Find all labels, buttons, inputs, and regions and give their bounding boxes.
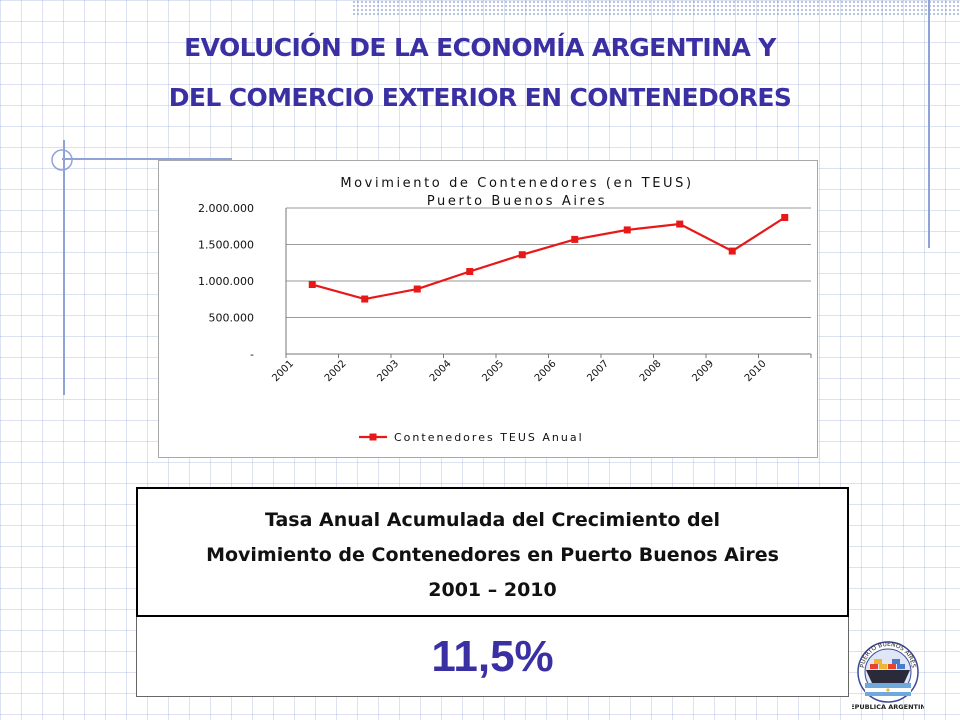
x-tick-label: 2004 bbox=[428, 358, 454, 384]
puerto-buenos-aires-logo: PUERTO BUENOS AIRES REPUBLICA ARGENTINA bbox=[852, 641, 924, 711]
series-line bbox=[311, 216, 786, 301]
y-tick-label: 2.000.000 bbox=[198, 202, 254, 215]
legend-label: Contenedores TEUS Anual bbox=[394, 431, 584, 444]
data-point bbox=[466, 268, 474, 276]
data-point bbox=[518, 251, 526, 259]
chart-container: Movimiento de Contenedores (en TEUS) Pue… bbox=[158, 160, 818, 458]
y-tick-label: 1.500.000 bbox=[198, 239, 254, 252]
growth-rate-value-box: 11,5% bbox=[136, 617, 849, 697]
decorative-circle bbox=[51, 149, 73, 171]
legend-marker bbox=[369, 433, 377, 441]
chart-title-line-1: Movimiento de Contenedores (en TEUS) bbox=[340, 176, 693, 191]
slide-title-line-1: EVOLUCIÓN DE LA ECONOMÍA ARGENTINA Y bbox=[184, 33, 776, 62]
data-point bbox=[361, 295, 369, 303]
x-tick-label: 2002 bbox=[323, 358, 349, 384]
decorative-horizontal-line bbox=[62, 158, 232, 160]
chart-title-line-2: Puerto Buenos Aires bbox=[427, 194, 607, 209]
data-point bbox=[571, 235, 579, 243]
decorative-right-line bbox=[928, 0, 930, 248]
growth-rate-title-line-2: Movimiento de Contenedores en Puerto Bue… bbox=[206, 544, 779, 566]
data-point bbox=[728, 247, 736, 255]
x-tick-label: 2006 bbox=[533, 358, 559, 384]
x-tick-label: 2001 bbox=[270, 358, 296, 384]
y-tick-label: 1.000.000 bbox=[198, 275, 254, 288]
growth-rate-period: 2001 – 2010 bbox=[428, 579, 557, 601]
x-tick-label: 2009 bbox=[690, 358, 716, 384]
y-tick-label: - bbox=[250, 348, 254, 361]
data-point bbox=[781, 213, 789, 221]
growth-rate-title-line-1: Tasa Anual Acumulada del Crecimiento del bbox=[264, 509, 721, 531]
x-tick-label: 2008 bbox=[638, 358, 664, 384]
decorative-left-line bbox=[63, 140, 65, 395]
data-point bbox=[676, 220, 684, 228]
slide-title-line-2: DEL COMERCIO EXTERIOR EN CONTENEDORES bbox=[168, 83, 792, 112]
growth-rate-box: Tasa Anual Acumulada del Crecimiento del… bbox=[136, 487, 849, 617]
y-tick-label: 500.000 bbox=[209, 312, 255, 325]
logo-caption: REPUBLICA ARGENTINA bbox=[852, 703, 924, 711]
growth-rate-value: 11,5% bbox=[431, 632, 554, 681]
decorative-dot-band bbox=[352, 0, 960, 16]
data-point bbox=[308, 281, 316, 289]
x-tick-label: 2005 bbox=[480, 358, 506, 384]
data-point bbox=[413, 285, 421, 293]
x-tick-label: 2010 bbox=[743, 358, 769, 384]
x-tick-label: 2003 bbox=[375, 358, 401, 384]
data-point bbox=[623, 226, 631, 234]
x-tick-label: 2007 bbox=[585, 358, 611, 384]
container-movement-chart: Movimiento de Contenedores (en TEUS) Pue… bbox=[198, 176, 812, 444]
